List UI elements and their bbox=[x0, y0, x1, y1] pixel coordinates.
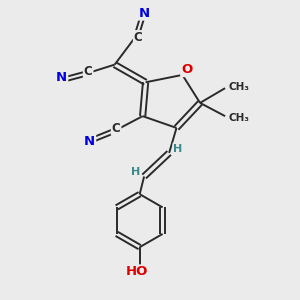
Text: H: H bbox=[131, 167, 140, 177]
Text: C: C bbox=[134, 31, 142, 44]
Text: N: N bbox=[139, 7, 150, 20]
Text: C: C bbox=[84, 64, 92, 78]
Text: H: H bbox=[173, 143, 183, 154]
Text: CH₃: CH₃ bbox=[229, 112, 250, 123]
Text: HO: HO bbox=[126, 266, 148, 278]
Text: N: N bbox=[56, 71, 67, 84]
Text: C: C bbox=[112, 122, 121, 135]
Text: N: N bbox=[84, 135, 95, 148]
Text: CH₃: CH₃ bbox=[229, 82, 250, 92]
Text: O: O bbox=[181, 63, 192, 76]
